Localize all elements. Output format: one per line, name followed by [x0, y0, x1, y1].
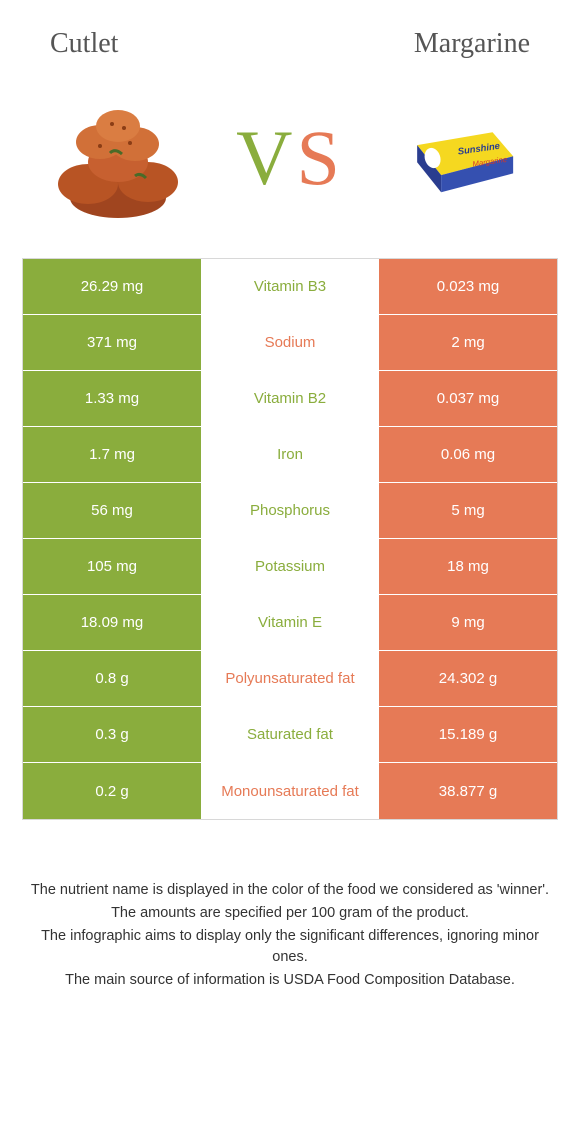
nutrient-name: Polyunsaturated fat: [201, 651, 379, 706]
nutrient-name: Phosphorus: [201, 483, 379, 538]
right-value: 5 mg: [379, 483, 557, 538]
left-value: 26.29 mg: [23, 259, 201, 314]
footer-notes: The nutrient name is displayed in the co…: [0, 820, 580, 991]
left-value: 1.7 mg: [23, 427, 201, 482]
left-value: 0.3 g: [23, 707, 201, 762]
cutlet-image: [40, 88, 200, 228]
nutrient-table: 26.29 mgVitamin B30.023 mg371 mgSodium2 …: [22, 258, 558, 820]
vs-v: V: [236, 114, 296, 201]
right-value: 15.189 g: [379, 707, 557, 762]
table-row: 26.29 mgVitamin B30.023 mg: [23, 259, 557, 315]
left-value: 1.33 mg: [23, 371, 201, 426]
nutrient-name: Sodium: [201, 315, 379, 370]
left-value: 0.2 g: [23, 763, 201, 819]
nutrient-name: Potassium: [201, 539, 379, 594]
left-value: 105 mg: [23, 539, 201, 594]
footer-line-2: The amounts are specified per 100 gram o…: [28, 903, 552, 924]
table-row: 18.09 mgVitamin E9 mg: [23, 595, 557, 651]
vs-label: VS: [236, 113, 344, 203]
left-value: 0.8 g: [23, 651, 201, 706]
left-value: 18.09 mg: [23, 595, 201, 650]
margarine-image: Sunshine Margarine: [380, 88, 540, 228]
right-value: 18 mg: [379, 539, 557, 594]
right-value: 9 mg: [379, 595, 557, 650]
table-row: 0.3 gSaturated fat15.189 g: [23, 707, 557, 763]
right-value: 0.023 mg: [379, 259, 557, 314]
nutrient-name: Monounsaturated fat: [201, 763, 379, 819]
table-row: 0.2 gMonounsaturated fat38.877 g: [23, 763, 557, 819]
footer-line-1: The nutrient name is displayed in the co…: [28, 880, 552, 901]
left-value: 371 mg: [23, 315, 201, 370]
vs-s: S: [296, 114, 343, 201]
footer-line-4: The main source of information is USDA F…: [28, 970, 552, 991]
nutrient-name: Vitamin B2: [201, 371, 379, 426]
right-value: 38.877 g: [379, 763, 557, 819]
images-row: VS Sunshine Margarine: [0, 70, 580, 258]
nutrient-name: Vitamin E: [201, 595, 379, 650]
nutrient-name: Iron: [201, 427, 379, 482]
right-value: 24.302 g: [379, 651, 557, 706]
table-row: 371 mgSodium2 mg: [23, 315, 557, 371]
right-value: 0.06 mg: [379, 427, 557, 482]
table-row: 56 mgPhosphorus5 mg: [23, 483, 557, 539]
table-row: 1.7 mgIron0.06 mg: [23, 427, 557, 483]
right-food-title: Margarine: [414, 28, 530, 60]
nutrient-name: Saturated fat: [201, 707, 379, 762]
header: Cutlet Margarine: [0, 0, 580, 70]
left-value: 56 mg: [23, 483, 201, 538]
right-value: 2 mg: [379, 315, 557, 370]
table-row: 0.8 gPolyunsaturated fat24.302 g: [23, 651, 557, 707]
right-value: 0.037 mg: [379, 371, 557, 426]
table-row: 1.33 mgVitamin B20.037 mg: [23, 371, 557, 427]
nutrient-name: Vitamin B3: [201, 259, 379, 314]
table-row: 105 mgPotassium18 mg: [23, 539, 557, 595]
footer-line-3: The infographic aims to display only the…: [28, 926, 552, 968]
left-food-title: Cutlet: [50, 28, 118, 60]
